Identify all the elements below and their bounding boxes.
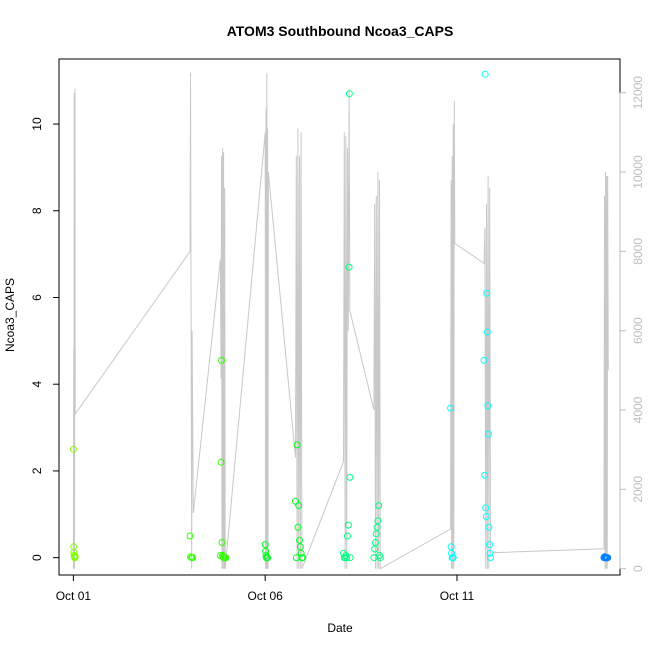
- depth-trace: [72, 72, 609, 570]
- data-point: [186, 532, 194, 540]
- data-point: [69, 445, 77, 453]
- data-point: [293, 441, 301, 449]
- data-point: [483, 328, 491, 336]
- y-axis-label: Ncoa3_CAPS: [3, 278, 17, 352]
- data-point: [449, 554, 457, 562]
- data-point: [485, 523, 493, 531]
- data-point: [372, 539, 379, 546]
- data-points: [69, 70, 612, 562]
- data-point: [483, 289, 491, 297]
- data-point: [480, 356, 488, 364]
- y2-tick-label: 0: [631, 565, 645, 572]
- y-tick-label: 4: [30, 381, 44, 388]
- data-point: [447, 543, 455, 551]
- data-point: [448, 549, 456, 557]
- data-point: [217, 458, 225, 466]
- depth-trace-line: [72, 72, 609, 570]
- data-point: [604, 554, 612, 562]
- data-point: [376, 554, 384, 562]
- data-point: [218, 356, 225, 364]
- data-point: [374, 517, 382, 525]
- data-point: [484, 402, 492, 410]
- data-point: [447, 404, 455, 412]
- data-point: [486, 549, 494, 557]
- x-tick-label: Oct 11: [440, 589, 475, 603]
- y-tick-label: 2: [30, 467, 44, 474]
- y2-tick-label: 8000: [631, 238, 645, 265]
- data-point: [481, 70, 489, 78]
- data-point: [375, 502, 383, 510]
- y2-tick-label: 6000: [631, 317, 645, 344]
- axes: Oct 01 Oct 06 Oct 11 0 2 4 6 8 10 0 2000 4000 6000 80…: [30, 76, 645, 603]
- data-point: [222, 554, 230, 562]
- data-point: [296, 536, 303, 544]
- data-point: [482, 513, 490, 520]
- data-point: [484, 430, 492, 438]
- x-tick-label: Oct 06: [247, 589, 283, 603]
- data-point: [297, 549, 305, 557]
- y-tick-label: 8: [30, 207, 44, 214]
- data-point: [218, 539, 226, 546]
- x-tick-label: Oct 01: [56, 589, 92, 603]
- data-point: [486, 541, 493, 549]
- data-point: [296, 543, 304, 551]
- data-point: [345, 263, 353, 271]
- data-point: [481, 471, 489, 479]
- data-point: [345, 90, 353, 98]
- data-point: [372, 530, 380, 538]
- data-point: [261, 541, 269, 549]
- data-point: [71, 552, 79, 560]
- data-point: [373, 523, 381, 531]
- data-point: [482, 504, 490, 512]
- chart-title: ATOM3 Southbound Ncoa3_CAPS: [227, 23, 454, 39]
- y-tick-label: 0: [30, 554, 44, 561]
- data-point: [294, 523, 302, 531]
- y2-tick-label: 2000: [631, 476, 645, 503]
- y-tick-label: 10: [30, 117, 44, 131]
- y2-tick-label: 10000: [631, 155, 645, 189]
- data-point: [344, 532, 351, 540]
- x-axis-label: Date: [327, 621, 353, 635]
- y2-tick-label: 4000: [631, 396, 645, 423]
- y2-tick-label: 12000: [631, 76, 645, 110]
- data-point: [346, 554, 354, 562]
- data-point: [487, 554, 494, 562]
- data-point: [371, 545, 379, 553]
- data-point: [262, 547, 270, 555]
- data-point: [70, 549, 78, 556]
- data-point: [344, 521, 352, 529]
- data-point: [299, 554, 307, 562]
- data-point: [189, 554, 197, 562]
- y-tick-label: 6: [30, 294, 44, 301]
- data-point: [343, 554, 351, 562]
- data-point: [346, 473, 354, 481]
- data-point: [295, 502, 303, 510]
- data-point: [264, 554, 272, 562]
